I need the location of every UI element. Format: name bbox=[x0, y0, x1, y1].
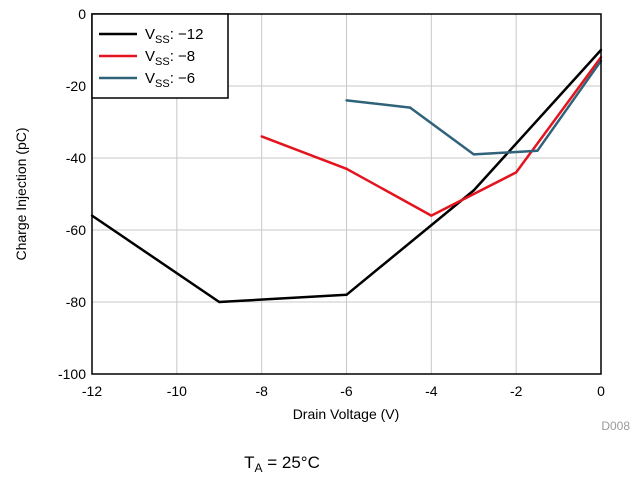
data-point bbox=[514, 171, 518, 174]
condition-label: TA = 25°C bbox=[244, 453, 320, 475]
y-tick-label: -60 bbox=[66, 222, 86, 238]
x-tick-label: -2 bbox=[510, 383, 523, 399]
data-point bbox=[536, 149, 539, 152]
condition-rest: = 25°C bbox=[263, 453, 320, 472]
x-tick-labels: -12 -10 -8 -6 -4 -2 0 bbox=[82, 383, 605, 399]
data-point bbox=[218, 300, 221, 304]
x-tick-label: -12 bbox=[82, 383, 102, 399]
data-point bbox=[260, 135, 263, 138]
data-point bbox=[345, 167, 348, 170]
y-axis-title: Charge Injection (pC) bbox=[13, 127, 29, 260]
legend-label-0: VSS: −12 bbox=[145, 26, 203, 46]
data-point bbox=[345, 99, 348, 102]
plot-frame bbox=[91, 13, 602, 375]
x-tick-label: -6 bbox=[340, 383, 353, 399]
y-tick-label: -80 bbox=[66, 294, 86, 310]
figure-code: D008 bbox=[601, 419, 630, 433]
x-axis-title: Drain Voltage (V) bbox=[293, 406, 400, 422]
data-point bbox=[430, 214, 433, 217]
y-tick-labels: 0 -20 -40 -60 -80 -100 bbox=[58, 6, 86, 382]
legend-label-1: VSS: −8 bbox=[145, 48, 195, 68]
y-tick-label: -20 bbox=[66, 78, 86, 94]
y-tick-label: -40 bbox=[66, 150, 86, 166]
series-layer bbox=[90, 48, 603, 304]
y-tick-label: 0 bbox=[78, 6, 86, 22]
condition-sub: A bbox=[255, 461, 263, 475]
x-tick-label: -4 bbox=[425, 383, 438, 399]
data-point bbox=[472, 153, 475, 156]
x-tick-label: 0 bbox=[597, 383, 605, 399]
data-point bbox=[408, 106, 412, 109]
x-tick-label: -10 bbox=[167, 383, 187, 399]
data-point bbox=[472, 189, 475, 192]
condition-main: T bbox=[244, 453, 254, 472]
x-tick-label: -8 bbox=[255, 383, 268, 399]
y-tick-label: -100 bbox=[58, 366, 86, 382]
data-point bbox=[345, 293, 348, 296]
legend-label-2: VSS: −6 bbox=[145, 70, 195, 90]
